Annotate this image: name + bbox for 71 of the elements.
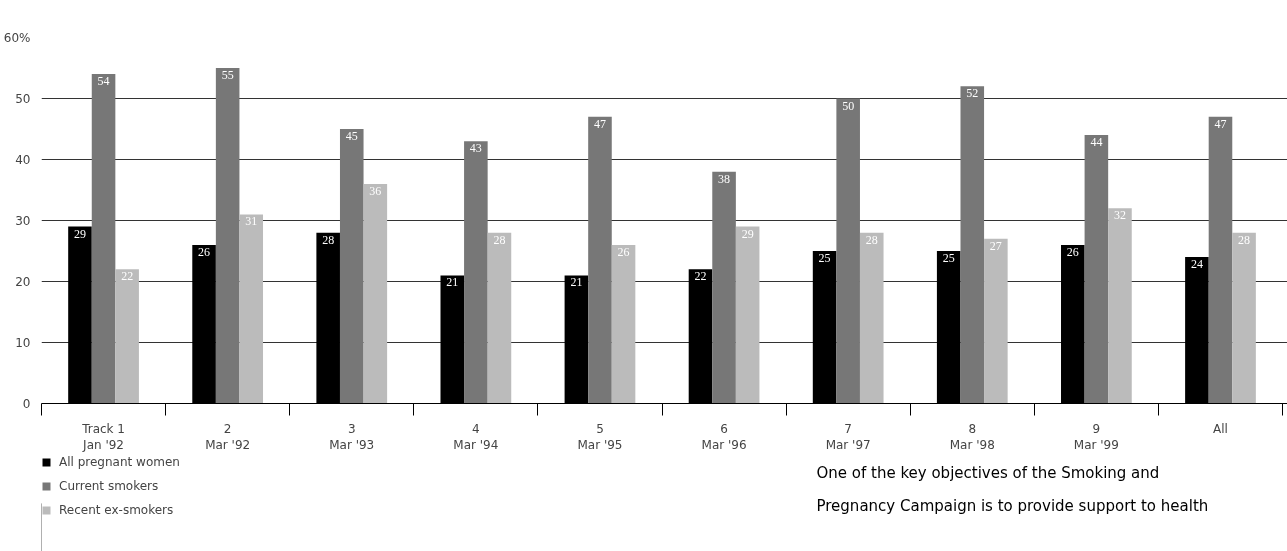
bar xyxy=(1232,232,1256,404)
bar xyxy=(1084,135,1109,404)
data-label: 54 xyxy=(97,74,110,89)
data-label: 43 xyxy=(469,141,482,156)
bar xyxy=(960,86,985,404)
legend-label: Recent ex-smokers xyxy=(59,503,174,517)
bar xyxy=(735,226,760,404)
data-label: 28 xyxy=(1238,232,1251,247)
bar xyxy=(984,238,1008,404)
data-label: 28 xyxy=(322,232,335,247)
data-label: 28 xyxy=(493,232,506,247)
y-tick-label: 20 xyxy=(15,274,31,289)
data-label: 47 xyxy=(593,116,606,131)
data-label: 36 xyxy=(369,183,382,198)
bar xyxy=(712,171,736,404)
data-label: 26 xyxy=(198,244,211,259)
bar xyxy=(91,74,116,404)
data-label: 22 xyxy=(694,269,707,284)
bar xyxy=(1208,116,1233,404)
bar xyxy=(339,129,364,404)
bar xyxy=(487,232,512,404)
x-tick-label: 2 Mar '92 xyxy=(205,421,251,453)
y-tick-label: 0 xyxy=(22,396,31,411)
data-label: 25 xyxy=(818,251,831,265)
y-tick-label: 30 xyxy=(15,213,31,228)
y-tick-label: 10 xyxy=(15,335,31,350)
data-label: 27 xyxy=(989,238,1002,253)
x-tick-label: 3 Mar '93 xyxy=(329,421,375,453)
bar xyxy=(215,68,240,404)
bar xyxy=(588,116,612,404)
data-label: 25 xyxy=(942,251,955,265)
data-label: 26 xyxy=(1066,244,1079,259)
x-tick-label: 7 Mar '97 xyxy=(825,421,871,453)
y-tick-label: 40 xyxy=(15,152,31,167)
x-tick-label: 5 Mar '95 xyxy=(577,421,623,453)
data-label: 45 xyxy=(345,129,358,143)
bar xyxy=(611,244,636,404)
y-tick-label: 50 xyxy=(15,91,31,106)
x-tick-label: 4 Mar '94 xyxy=(453,421,499,453)
y-tick-label: 60% xyxy=(3,30,31,45)
x-tick-label: Track 1 Jan '92 xyxy=(81,421,125,453)
data-label: 44 xyxy=(1090,135,1103,150)
data-label: 21 xyxy=(446,275,459,290)
bar xyxy=(859,232,884,404)
data-label: 21 xyxy=(570,275,583,290)
data-label: 22 xyxy=(121,269,134,284)
x-tick-label: All xyxy=(1213,421,1228,436)
data-label: 32 xyxy=(1113,208,1126,223)
x-tick-label: 9 Mar '99 xyxy=(1073,421,1119,453)
data-label: 24 xyxy=(1190,257,1203,272)
bar xyxy=(836,98,860,404)
bar xyxy=(239,214,264,404)
data-label: 52 xyxy=(966,86,979,101)
data-label: 38 xyxy=(718,171,731,186)
data-label: 50 xyxy=(842,98,855,113)
data-label: 29 xyxy=(73,226,86,241)
legend-label: All pregnant women xyxy=(59,455,180,469)
data-label: 55 xyxy=(221,68,234,82)
bar xyxy=(115,269,139,404)
data-label: 29 xyxy=(741,226,754,241)
data-label: 26 xyxy=(617,244,630,259)
bar xyxy=(363,183,388,404)
data-label: 28 xyxy=(865,232,878,247)
data-label: 31 xyxy=(245,214,258,229)
x-tick-label: 8 Mar '98 xyxy=(949,421,995,453)
x-tick-label: 6 Mar '96 xyxy=(701,421,747,453)
text: One of the key objectives of the Smoking and Pregnancy Campaign is to provide support to health xyxy=(816,464,1209,515)
bar xyxy=(464,141,488,404)
legend-label: Current smokers xyxy=(59,479,159,493)
bar xyxy=(1108,208,1132,404)
data-label: 47 xyxy=(1214,116,1227,131)
